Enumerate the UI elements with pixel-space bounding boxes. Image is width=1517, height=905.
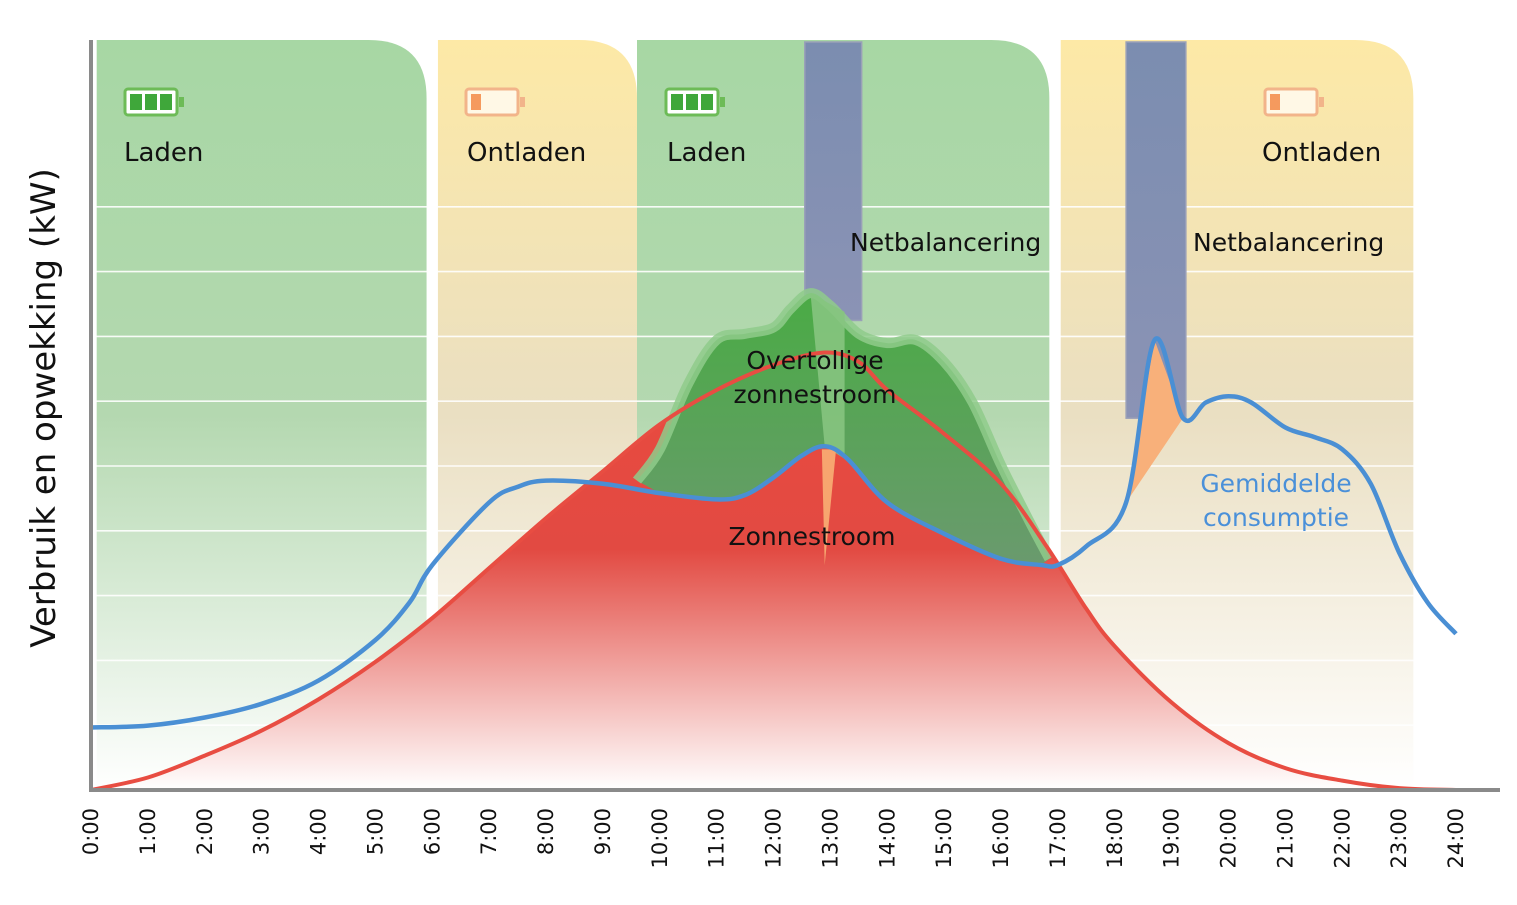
x-tick-label: 19:00 [1160,808,1184,869]
x-tick-label: 12:00 [762,808,786,869]
x-tick-label: 3:00 [250,808,274,855]
solar-label: Zonnestroom [729,522,896,551]
x-tick-label: 18:00 [1103,808,1127,869]
area-series [91,288,1456,790]
period-label-2: Ontladen [467,138,586,168]
x-tick-label: 11:00 [705,808,729,869]
period-label-1: Laden [124,138,203,168]
discharge-wedge-2 [1126,340,1183,503]
x-tick-label: 21:00 [1273,808,1297,869]
consumption-label-line-2: consumptie [1203,503,1349,532]
x-tick-label: 22:00 [1330,808,1354,869]
x-tick-label: 24:00 [1444,808,1468,869]
surplus-label-line-1: Overtollige [746,346,883,375]
battery-full-icon [664,87,725,117]
x-tick-label: 4:00 [307,808,331,855]
x-tick-label: 6:00 [420,808,444,855]
grid-balancing-band-1 [804,41,863,322]
x-tick-label: 9:00 [591,808,615,855]
x-tick-label: 20:00 [1217,808,1241,869]
x-tick-label: 17:00 [1046,808,1070,869]
battery-full-icon [123,87,184,117]
x-tick-label: 23:00 [1387,808,1411,869]
x-tick-label: 7:00 [477,808,501,855]
x-tick-label: 2:00 [193,808,217,855]
x-tick-labels: 0:00 1:00 2:00 3:00 4:00 5:00 6:00 7:00 8:00 9:00… [79,808,1468,869]
discharge-wedge-1 [821,449,837,565]
balancing-label-1: Netbalancering [850,228,1041,257]
solar-line [90,350,1457,792]
battery-low-icon [1263,87,1324,117]
period-background-1 [96,40,427,790]
solar-area [91,352,1456,790]
battery-icons [123,87,1324,117]
consumption-line [90,336,1458,730]
x-tick-label: 13:00 [818,808,842,869]
period-labels: Laden Ontladen Laden Ontladen [124,138,1381,168]
line-series [90,336,1458,792]
consumption-label-line-1: Gemiddelde [1200,469,1351,498]
x-tick-label: 16:00 [989,808,1013,869]
battery-low-icon [464,87,525,117]
x-tick-label: 14:00 [875,808,899,869]
surplus-label-line-2: zonnestroom [734,380,897,409]
x-tick-label: 15:00 [932,808,956,869]
x-tick-label: 10:00 [648,808,672,869]
x-tick-label: 8:00 [534,808,558,855]
x-tick-label: 5:00 [363,808,387,855]
x-tick-label: 1:00 [136,808,160,855]
balancing-label-2: Netbalancering [1193,228,1384,257]
area-annotations: Overtollige zonnestroom Zonnestroom Gemi… [729,346,1352,551]
y-axis-label: Verbruik en opwekking (kW) [24,168,64,648]
period-label-4: Ontladen [1262,138,1381,168]
x-tick-label: 0:00 [79,808,103,855]
surplus-wedge [810,293,845,459]
period-label-3: Laden [667,138,746,168]
balancing-labels: Netbalancering Netbalancering [850,228,1384,257]
